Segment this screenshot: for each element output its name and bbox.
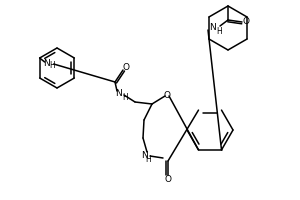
Text: N: N — [142, 150, 148, 160]
Text: H: H — [216, 26, 222, 36]
Text: N: N — [210, 23, 216, 32]
Text: H: H — [145, 156, 151, 164]
Text: H: H — [122, 92, 128, 102]
Text: O: O — [122, 64, 130, 72]
Text: O: O — [242, 18, 250, 26]
Text: H: H — [49, 62, 55, 71]
Text: N: N — [43, 58, 50, 68]
Text: N: N — [116, 88, 122, 98]
Text: O: O — [164, 174, 172, 184]
Text: O: O — [164, 92, 170, 100]
